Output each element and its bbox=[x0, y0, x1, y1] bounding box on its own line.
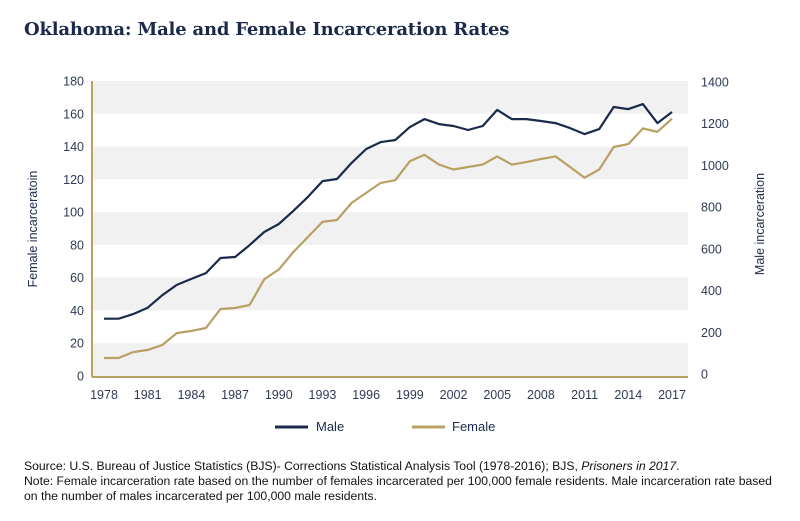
legend-label-female: Female bbox=[452, 419, 495, 434]
series-lines bbox=[103, 102, 673, 360]
chart-title: Oklahoma: Male and Female Incarceration … bbox=[24, 19, 510, 40]
left-tick-label: 0 bbox=[77, 370, 84, 384]
x-tick-label: 1996 bbox=[352, 388, 380, 402]
methodology-note: Note: Female incarceration rate based on… bbox=[24, 474, 772, 503]
right-tick-label: 1000 bbox=[701, 159, 729, 173]
x-axis-ticks: 1978 1981 1984 1987 1990 1993 1996 1999 2002 2005… bbox=[90, 388, 686, 402]
grid-band bbox=[92, 81, 688, 114]
left-tick-label: 120 bbox=[63, 173, 84, 187]
x-tick-label: 2005 bbox=[483, 388, 511, 402]
legend-label-male: Male bbox=[316, 419, 344, 434]
x-tick-label: 1990 bbox=[265, 388, 293, 402]
left-tick-label: 60 bbox=[70, 271, 84, 285]
series-line-male bbox=[104, 102, 673, 320]
grid-band bbox=[92, 146, 688, 180]
left-axis-label: Female incarceratoin bbox=[26, 171, 40, 288]
left-tick-label: 80 bbox=[70, 238, 84, 252]
right-tick-label: 400 bbox=[701, 284, 722, 298]
left-tick-label: 20 bbox=[70, 337, 84, 351]
x-tick-label: 1999 bbox=[396, 388, 424, 402]
x-tick-label: 1984 bbox=[177, 388, 205, 402]
x-tick-label: 2008 bbox=[527, 388, 555, 402]
left-tick-label: 160 bbox=[63, 107, 84, 121]
left-tick-label: 40 bbox=[70, 304, 84, 318]
right-tick-label: 1400 bbox=[701, 76, 729, 90]
grid-band bbox=[92, 212, 688, 245]
right-tick-label: 200 bbox=[701, 326, 722, 340]
right-axis-ticks: 0 200 400 600 800 1000 1200 1400 bbox=[701, 76, 729, 382]
left-axis-ticks: 0 20 40 60 80 100 120 140 160 180 bbox=[63, 75, 84, 384]
legend: Male Female bbox=[275, 419, 495, 434]
grid-bands bbox=[92, 81, 688, 376]
x-tick-label: 2017 bbox=[658, 388, 686, 402]
left-tick-label: 140 bbox=[63, 140, 84, 154]
left-tick-label: 180 bbox=[63, 75, 84, 89]
source-note: Source: U.S. Bureau of Justice Statistic… bbox=[24, 459, 680, 473]
right-tick-label: 0 bbox=[701, 368, 708, 382]
grid-band bbox=[92, 343, 688, 376]
x-tick-label: 2014 bbox=[614, 388, 642, 402]
left-tick-label: 100 bbox=[63, 206, 84, 220]
chart-footer: Source: U.S. Bureau of Justice Statistic… bbox=[24, 459, 784, 504]
x-tick-label: 1993 bbox=[309, 388, 337, 402]
x-tick-label: 1978 bbox=[90, 388, 118, 402]
right-tick-label: 1200 bbox=[701, 117, 729, 131]
x-tick-label: 2011 bbox=[571, 388, 598, 402]
x-tick-label: 1981 bbox=[134, 388, 162, 402]
right-tick-label: 800 bbox=[701, 201, 722, 215]
series-line-female bbox=[104, 117, 673, 360]
right-axis-label: Male incarceration bbox=[753, 173, 767, 275]
x-tick-label: 2002 bbox=[440, 388, 468, 402]
x-tick-label: 1987 bbox=[221, 388, 249, 402]
grid-band bbox=[92, 277, 688, 311]
right-tick-label: 600 bbox=[701, 242, 722, 256]
axes bbox=[91, 81, 688, 378]
